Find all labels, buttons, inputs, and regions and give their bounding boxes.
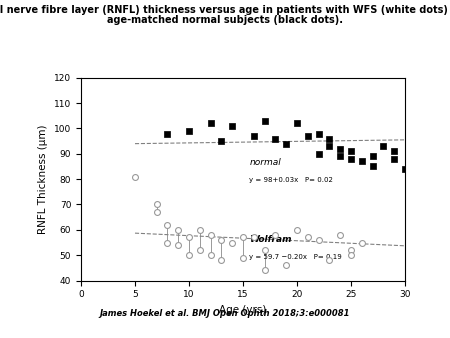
Point [207, 252, 214, 258]
Point [369, 164, 376, 169]
Point [131, 174, 139, 179]
Point [239, 235, 247, 240]
Point [196, 227, 203, 233]
Point [326, 136, 333, 141]
Point [185, 235, 193, 240]
Point [153, 209, 160, 215]
Point [175, 227, 182, 233]
Point [315, 131, 322, 136]
Text: Retinal nerve fibre layer (RNFL) thickness versus age in patients with WFS (whit: Retinal nerve fibre layer (RNFL) thickne… [0, 5, 450, 15]
Text: James Hoekel et al. BMJ Open Ophth 2018;3:e000081: James Hoekel et al. BMJ Open Ophth 2018;… [100, 309, 350, 318]
Point [358, 159, 365, 164]
Point [239, 255, 247, 260]
Point [207, 121, 214, 126]
Point [391, 156, 398, 162]
Point [337, 146, 344, 151]
Point [358, 240, 365, 245]
Point [164, 240, 171, 245]
Point [315, 237, 322, 243]
Point [229, 123, 236, 128]
Point [315, 151, 322, 156]
Text: age-matched normal subjects (black dots).: age-matched normal subjects (black dots)… [107, 15, 343, 25]
Point [283, 263, 290, 268]
Point [250, 133, 257, 139]
Point [272, 136, 279, 141]
Point [337, 232, 344, 238]
Text: y = 59.7 −0.20x   P= 0.19: y = 59.7 −0.20x P= 0.19 [249, 254, 342, 260]
Point [250, 235, 257, 240]
Text: Wolfram: Wolfram [249, 235, 292, 244]
Point [304, 133, 311, 139]
Point [293, 121, 301, 126]
Point [283, 141, 290, 146]
Point [293, 227, 301, 233]
Point [164, 222, 171, 227]
Point [261, 247, 268, 253]
X-axis label: Age (yrs): Age (yrs) [219, 305, 267, 315]
Point [401, 166, 409, 172]
Point [218, 258, 225, 263]
Point [369, 153, 376, 159]
Text: normal: normal [249, 158, 281, 167]
Point [326, 258, 333, 263]
Y-axis label: RNFL Thickness (μm): RNFL Thickness (μm) [38, 124, 49, 234]
Point [347, 156, 355, 162]
Point [229, 240, 236, 245]
Point [261, 268, 268, 273]
Point [218, 139, 225, 144]
Point [185, 128, 193, 134]
Point [153, 202, 160, 207]
Point [380, 143, 387, 149]
Point [304, 235, 311, 240]
Point [207, 232, 214, 238]
Point [164, 131, 171, 136]
Point [347, 247, 355, 253]
Text: y = 98+0.03x   P= 0.02: y = 98+0.03x P= 0.02 [249, 177, 333, 183]
Point [175, 242, 182, 248]
Point [218, 237, 225, 243]
Point [347, 252, 355, 258]
Point [196, 247, 203, 253]
Point [326, 143, 333, 149]
Point [347, 149, 355, 154]
Point [391, 149, 398, 154]
Point [261, 118, 268, 123]
Point [272, 232, 279, 238]
Point [337, 153, 344, 159]
Point [185, 252, 193, 258]
